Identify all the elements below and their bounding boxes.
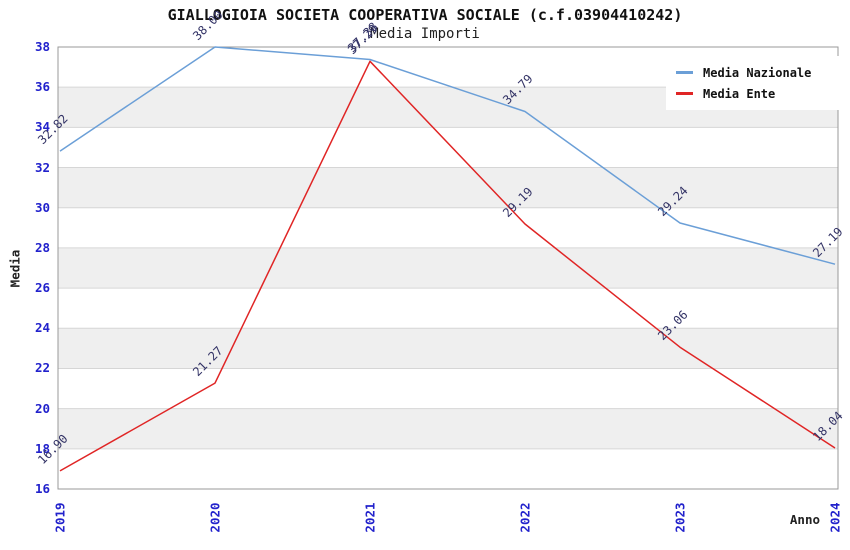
chart-subtitle: Media Importi [370, 26, 480, 42]
grid-band [58, 408, 838, 449]
series-line-ente [59, 60, 836, 472]
legend-label-ente: Media Ente [703, 86, 776, 101]
legend-label-nazionale: Media Nazionale [703, 65, 812, 80]
plot-border [57, 46, 839, 490]
legend-swatch-nazionale-icon [676, 71, 693, 74]
grid-band [58, 167, 838, 208]
grid-band [58, 247, 838, 289]
legend-swatch-ente-icon [676, 92, 693, 95]
x-axis-title: Anno [789, 512, 820, 527]
legend: Media Nazionale Media Ente [666, 56, 848, 110]
grid-band [58, 328, 838, 369]
legend-item-nazionale: Media Nazionale [676, 62, 840, 83]
series-line-nazionale [59, 46, 836, 265]
chart-title: GIALLOGIOIA SOCIETA COOPERATIVA SOCIALE … [167, 6, 683, 24]
legend-item-ente: Media Ente [676, 83, 840, 104]
y-axis-title: Media [7, 249, 23, 288]
